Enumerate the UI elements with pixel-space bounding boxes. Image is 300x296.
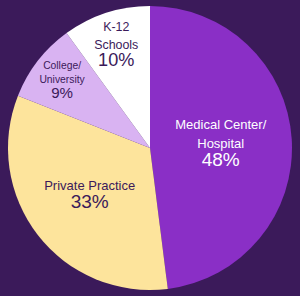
svg-text:Medical Center/Hospital48%: Medical Center/Hospital48% (175, 117, 266, 169)
svg-text:K-12Schools10%: K-12Schools10% (94, 20, 138, 70)
svg-text:College/University9%: College/University9% (39, 60, 85, 101)
svg-text:Private Practice33%: Private Practice33% (44, 178, 135, 212)
